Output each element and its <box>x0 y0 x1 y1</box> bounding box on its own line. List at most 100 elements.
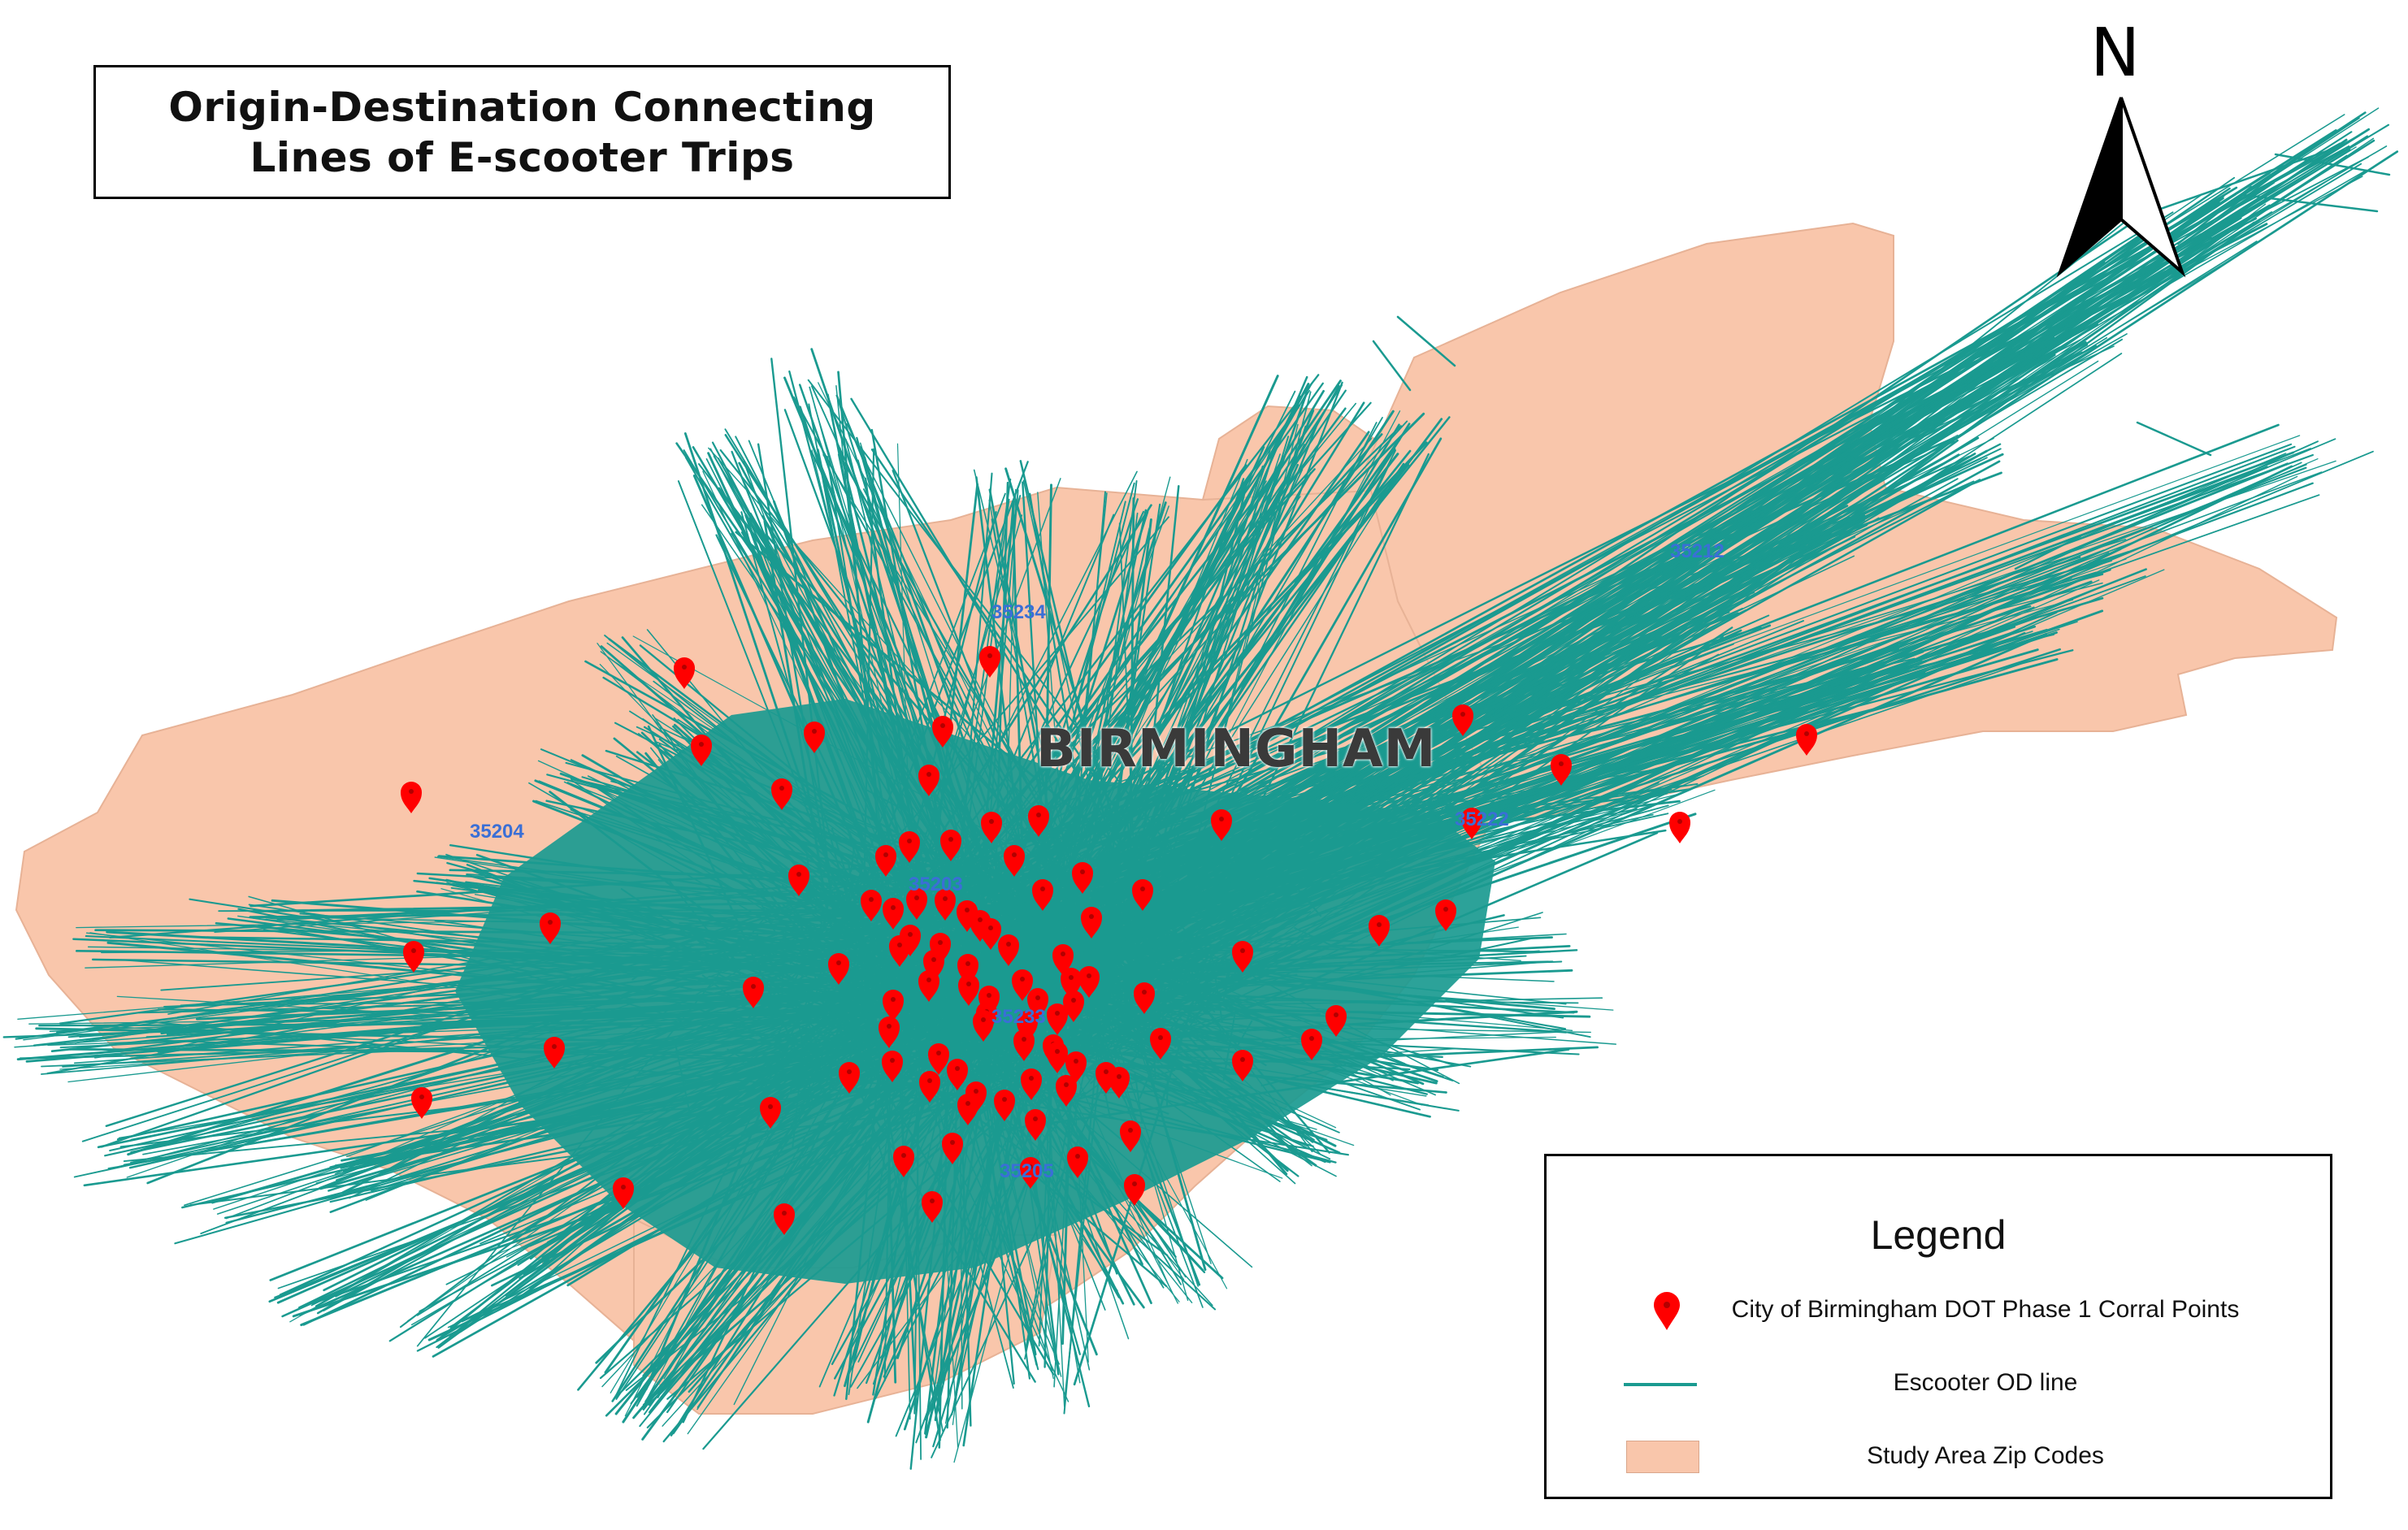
legend-item-study-area: Study Area Zip Codes <box>1547 1432 2330 1481</box>
corral-point-marker <box>828 953 849 985</box>
corral-point-marker <box>1461 808 1482 839</box>
od-line <box>2014 535 2082 570</box>
corral-point-marker <box>994 1090 1015 1121</box>
corral-point-marker <box>1052 944 1074 976</box>
corral-point-marker <box>839 1062 860 1094</box>
od-line <box>2176 185 2253 245</box>
corral-point-marker <box>861 890 882 921</box>
corral-point-marker <box>883 898 904 930</box>
corral-point-marker <box>544 1037 565 1068</box>
corral-point-marker <box>1081 907 1102 938</box>
od-line <box>2241 193 2379 213</box>
corral-point-marker <box>883 990 904 1021</box>
corral-point-marker <box>691 735 712 766</box>
corral-point-marker <box>1032 879 1053 911</box>
corral-point-marker <box>1013 1029 1035 1061</box>
corral-point-marker <box>401 782 422 813</box>
corral-point-marker <box>1120 1120 1141 1152</box>
corral-point-marker <box>979 646 1000 678</box>
zip-label-35212: 35212 <box>1670 540 1725 562</box>
od-line <box>1012 145 2350 878</box>
legend-item-corral-points: City of Birmingham DOT Phase 1 Corral Po… <box>1547 1286 2330 1335</box>
corral-point-marker <box>788 865 809 896</box>
corral-point-marker <box>889 935 910 967</box>
corral-point-marker <box>1232 1050 1253 1081</box>
corral-point-marker <box>899 831 920 863</box>
zip-label-35204: 35204 <box>470 821 524 843</box>
od-line <box>2136 421 2212 457</box>
corral-point-marker <box>918 970 939 1002</box>
corral-point-marker <box>1452 704 1473 736</box>
corral-point-marker <box>1027 988 1048 1020</box>
corral-point-marker <box>1150 1028 1171 1060</box>
zip-label-35203: 35203 <box>909 873 963 895</box>
corral-point-marker <box>411 1087 432 1119</box>
corral-point-marker <box>1435 899 1456 931</box>
corral-point-marker <box>674 657 695 689</box>
corral-point-marker <box>1134 982 1155 1014</box>
corral-point-marker <box>403 941 424 973</box>
corral-point-marker <box>1369 915 1390 947</box>
corral-point-marker <box>1025 1109 1046 1141</box>
corral-point-marker <box>1669 812 1690 843</box>
corral-point-marker <box>1325 1005 1347 1037</box>
zip-label-35222: 35222 <box>1455 808 1509 830</box>
city-label: BIRMINGHAM <box>1036 719 1437 779</box>
corral-point-marker <box>1109 1067 1130 1099</box>
corral-point-marker <box>922 1191 943 1223</box>
corral-point-marker <box>981 812 1002 843</box>
corral-point-marker <box>1124 1174 1145 1206</box>
corral-point-marker <box>998 934 1019 966</box>
corral-point-marker <box>613 1177 634 1209</box>
corral-point-marker <box>957 1094 978 1125</box>
od-line <box>2274 153 2391 176</box>
corral-point-marker <box>760 1097 781 1129</box>
corral-point-marker <box>879 1016 900 1048</box>
corral-point-marker <box>875 845 896 877</box>
corral-point-marker <box>1072 862 1093 894</box>
zip-label-35234: 35234 <box>991 601 1046 623</box>
polygon-icon <box>1626 1441 1699 1473</box>
corral-point-layer <box>401 646 1817 1235</box>
od-line <box>2152 145 2342 213</box>
north-label: N <box>2090 15 2141 92</box>
corral-point-marker <box>1004 845 1025 877</box>
corral-point-marker <box>893 1146 914 1177</box>
corral-point-marker <box>1078 966 1100 998</box>
north-arrow-icon <box>2056 97 2186 278</box>
legend: Legend City of Birmingham DOT Phase 1 Co… <box>1544 1154 2332 1499</box>
legend-label-study-area: Study Area Zip Codes <box>1867 1442 2104 1469</box>
corral-point-marker <box>882 1051 903 1082</box>
corral-point-marker <box>771 778 792 810</box>
corral-point-marker <box>1056 1075 1077 1107</box>
corral-point-marker <box>1301 1029 1322 1060</box>
title-line-1: Origin-Destination Connecting <box>168 83 876 131</box>
corral-point-marker <box>1021 1068 1042 1100</box>
od-line <box>1396 315 1456 367</box>
legend-title: Legend <box>1870 1212 2007 1258</box>
corral-point-marker <box>1047 1042 1068 1073</box>
corral-point-marker <box>940 830 961 861</box>
corral-point-marker <box>743 977 764 1008</box>
zip-label-35233: 35233 <box>991 1006 1046 1028</box>
map-marker-icon <box>1654 1292 1680 1330</box>
corral-point-marker <box>1796 724 1817 756</box>
corral-point-marker <box>1132 879 1153 911</box>
corral-point-marker <box>1067 1146 1088 1178</box>
corral-point-marker <box>1232 941 1253 973</box>
corral-point-marker <box>906 888 927 920</box>
corral-point-marker <box>1047 1003 1068 1035</box>
legend-label-od-line: Escooter OD line <box>1893 1369 2078 1396</box>
corral-point-marker <box>980 918 1001 950</box>
legend-item-od-line: Escooter OD line <box>1547 1359 2330 1408</box>
corral-point-marker <box>540 912 561 944</box>
corral-point-marker <box>1211 809 1232 841</box>
line-icon <box>1624 1383 1697 1386</box>
title-line-2: Lines of E-scooter Trips <box>249 133 795 181</box>
corral-point-marker <box>932 716 953 748</box>
corral-point-marker <box>1063 990 1084 1022</box>
corral-point-marker <box>947 1059 968 1090</box>
corral-point-marker <box>774 1203 795 1235</box>
corral-point-marker <box>919 1071 940 1103</box>
